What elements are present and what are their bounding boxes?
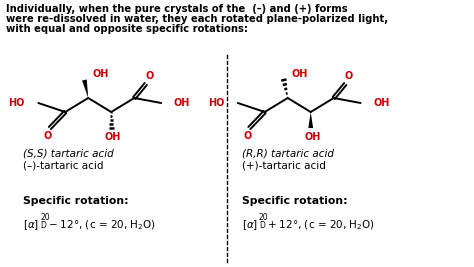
Text: D: D	[40, 221, 46, 230]
Text: (–)-tartaric acid: (–)-tartaric acid	[23, 161, 103, 171]
Text: OH: OH	[105, 132, 121, 142]
Polygon shape	[82, 80, 88, 98]
Text: HO: HO	[9, 98, 25, 108]
Text: HO: HO	[208, 98, 224, 108]
Text: D: D	[259, 221, 265, 230]
Text: Specific rotation:: Specific rotation:	[23, 196, 128, 206]
Text: Specific rotation:: Specific rotation:	[242, 196, 347, 206]
Text: 20: 20	[40, 213, 50, 222]
Polygon shape	[308, 112, 313, 128]
Text: [$\alpha$]: [$\alpha$]	[242, 218, 258, 232]
Text: (+)-tartaric acid: (+)-tartaric acid	[242, 161, 326, 171]
Text: O: O	[243, 131, 252, 141]
Text: OH: OH	[173, 98, 190, 108]
Text: OH: OH	[373, 98, 390, 108]
Text: O: O	[345, 71, 353, 81]
Text: were re-dissolved in water, they each rotated plane-polarized light,: were re-dissolved in water, they each ro…	[6, 14, 388, 24]
Text: 20: 20	[259, 213, 269, 222]
Text: $-$ 12°, (c = 20, H$_2$O): $-$ 12°, (c = 20, H$_2$O)	[48, 218, 156, 231]
Text: OH: OH	[292, 69, 308, 79]
Text: OH: OH	[92, 69, 109, 79]
Text: [$\alpha$]: [$\alpha$]	[23, 218, 39, 232]
Text: Individually, when the pure crystals of the  (–) and (+) forms: Individually, when the pure crystals of …	[6, 4, 347, 14]
Text: $+$ 12°, (c = 20, H$_2$O): $+$ 12°, (c = 20, H$_2$O)	[266, 218, 374, 231]
Text: (R,R) tartaric acid: (R,R) tartaric acid	[242, 148, 334, 158]
Text: (S,S) tartaric acid: (S,S) tartaric acid	[23, 148, 114, 158]
Text: O: O	[44, 131, 52, 141]
Text: with equal and opposite specific rotations:: with equal and opposite specific rotatio…	[6, 24, 248, 34]
Text: OH: OH	[304, 132, 321, 142]
Text: O: O	[146, 71, 154, 81]
